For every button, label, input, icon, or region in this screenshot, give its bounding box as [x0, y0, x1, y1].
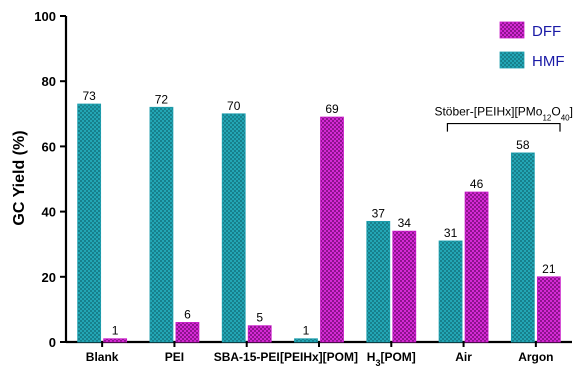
data-label-hmf: 58	[516, 138, 530, 152]
bar-dff	[175, 322, 200, 343]
x-tick-label: SBA-15-PEI	[214, 350, 280, 364]
legend-label-dff: DFF	[532, 23, 561, 40]
bar-dff	[103, 338, 128, 343]
bar-dff	[392, 230, 417, 343]
y-tick-label: 100	[34, 9, 56, 24]
bar-hmf	[366, 220, 391, 343]
legend-swatch-hmf	[499, 51, 525, 69]
bar-dff	[464, 191, 489, 343]
x-tick-label: Blank	[86, 350, 119, 364]
data-label-hmf: 31	[444, 226, 458, 240]
x-tick-label: Argon	[518, 350, 553, 364]
x-tick-label: [PEIHx][POM]	[280, 350, 358, 364]
group-annotation: Stöber-[PEIHx][PMo12O40]	[434, 105, 573, 132]
legend: DFF HMF	[499, 21, 565, 70]
bar-dff	[247, 325, 272, 343]
bar-hmf	[438, 240, 463, 343]
bar-hmf	[149, 106, 174, 343]
bar-dff	[536, 276, 561, 343]
data-label-hmf: 37	[372, 206, 386, 220]
y-axis: 0 20 40 60 80 100	[34, 9, 68, 350]
x-tick-label: Air	[455, 350, 472, 364]
x-tick-label: PEI	[165, 350, 184, 364]
data-label-dff: 69	[325, 102, 339, 116]
data-label-hmf: 73	[82, 89, 96, 103]
legend-swatch-dff	[499, 21, 525, 39]
bar-hmf	[294, 338, 318, 343]
x-axis: Blank PEI SBA-15-PEI [PEIHx][POM] H3[POM] Air…	[66, 340, 572, 367]
data-label-dff: 6	[184, 307, 191, 321]
data-labels: 73 1 72 6 70 5 1 69 37 34 31 46 58 21	[82, 89, 555, 338]
y-tick-label: 20	[42, 270, 56, 285]
group-annotation-label: Stöber-[PEIHx][PMo12O40]	[434, 105, 573, 123]
bar-dff	[320, 116, 344, 343]
y-tick-label: 0	[49, 335, 56, 350]
group-bracket	[446, 122, 561, 132]
y-tick-label: 40	[42, 205, 56, 220]
data-label-dff: 5	[256, 311, 263, 325]
data-label-dff: 21	[542, 262, 556, 276]
data-label-dff: 46	[470, 177, 484, 191]
bar-hmf	[221, 113, 246, 343]
y-tick-label: 60	[42, 139, 56, 154]
data-label-dff: 1	[112, 324, 119, 338]
bar-hmf	[510, 152, 535, 343]
bar-hmf	[77, 103, 102, 343]
data-label-hmf: 1	[303, 324, 310, 338]
bars	[77, 103, 561, 343]
data-label-dff: 34	[398, 216, 412, 230]
legend-label-hmf: HMF	[532, 53, 565, 70]
y-tick-label: 80	[42, 74, 56, 89]
data-label-hmf: 70	[227, 99, 241, 113]
data-label-hmf: 72	[155, 92, 169, 106]
y-axis-label: GC Yield (%)	[11, 130, 28, 225]
x-tick-label: H3[POM]	[367, 350, 416, 367]
